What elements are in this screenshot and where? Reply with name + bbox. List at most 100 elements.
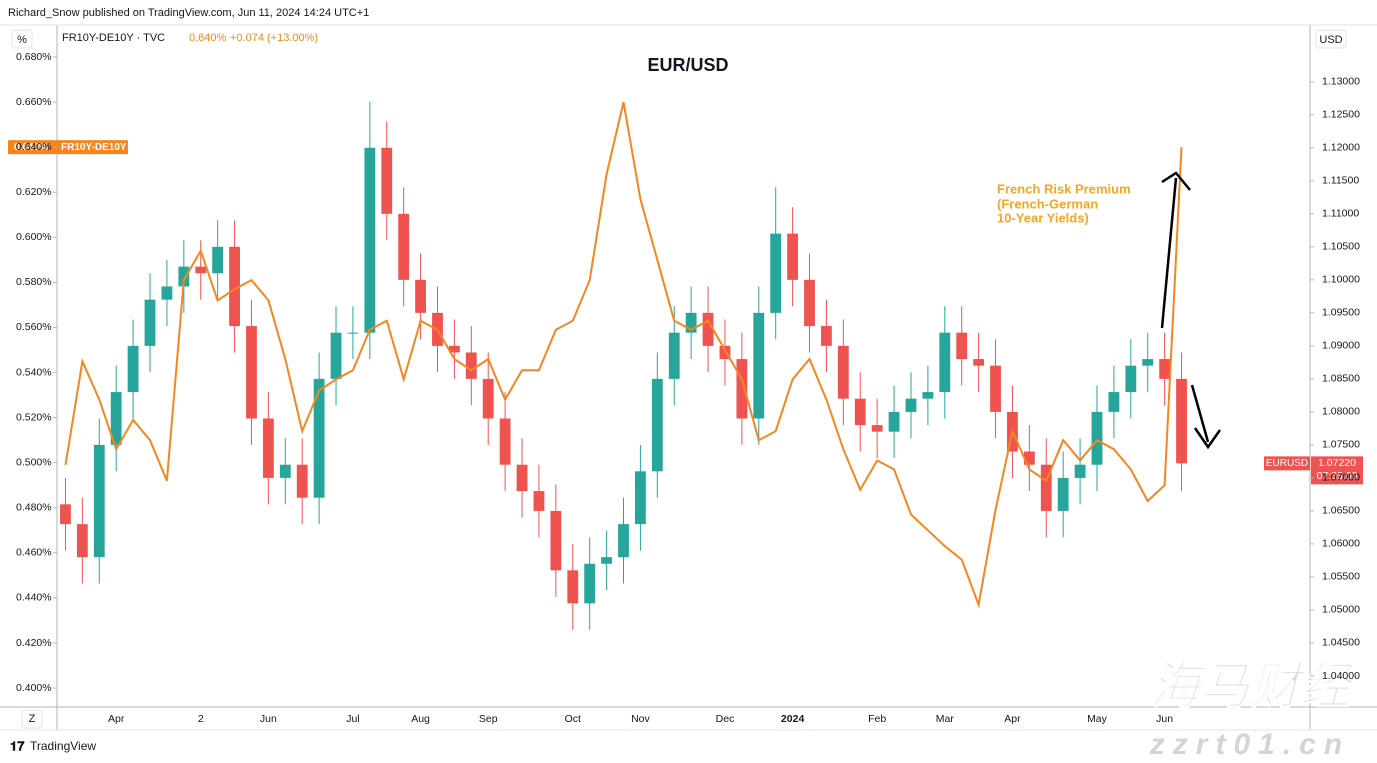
candle-body [533, 491, 545, 511]
candle-body [465, 352, 477, 379]
x-tick-label: 2024 [781, 713, 805, 725]
y-tick-label: 0.620% [16, 186, 52, 198]
candle-body [330, 332, 342, 379]
candle-body [804, 279, 815, 327]
watermark: 海马财经 [1150, 658, 1356, 714]
brand-logo: 𝟏𝟕 [10, 738, 25, 753]
candle-body [837, 345, 849, 399]
y2-tick-label: 1.06500 [1322, 505, 1360, 517]
y2-tick-label: 1.07500 [1322, 439, 1360, 451]
candle-body [279, 464, 291, 478]
candle-body [516, 464, 528, 492]
candle-body [60, 504, 71, 525]
chart-title: EUR/USD [647, 55, 728, 75]
y2-tick-label: 1.09500 [1322, 307, 1360, 319]
candle-body [550, 510, 562, 571]
y2-tick-label: 1.12500 [1322, 109, 1360, 121]
x-tick-label: Jun [260, 713, 277, 725]
candle-body [651, 378, 663, 472]
candle-body [1057, 477, 1069, 511]
x-tick-label: Feb [868, 713, 886, 725]
candle-body [1108, 392, 1120, 412]
y-tick-label: 0.420% [16, 637, 52, 649]
y2-tick-label: 1.04500 [1322, 637, 1360, 649]
y-tick-label: 0.660% [16, 96, 52, 108]
y2-tick-label: 1.11000 [1322, 208, 1359, 220]
candle-body [93, 444, 105, 558]
candle-body [787, 233, 799, 280]
candle-body [821, 326, 832, 346]
y-tick-label: 0.520% [16, 411, 52, 423]
candle-body [618, 524, 629, 558]
y2-tick-label: 1.09000 [1322, 340, 1360, 352]
candle-body [736, 359, 748, 419]
annotation: French Risk Premium [997, 181, 1131, 196]
price-tag-name: EURUSD [1266, 458, 1308, 469]
candle-body [229, 246, 240, 327]
candle-body [195, 266, 207, 274]
countdown: 07:35:09 [1317, 470, 1358, 482]
arrow-head [1193, 427, 1222, 450]
publisher: Richard_Snow published on TradingView.co… [8, 7, 369, 19]
last-value: 0.640% [14, 142, 48, 153]
candle-body [178, 266, 190, 287]
candle-body [212, 246, 224, 274]
y2-tick-label: 1.08500 [1322, 373, 1360, 385]
candle-body [313, 378, 325, 498]
candle-body [888, 411, 900, 432]
left-unit: % [17, 34, 27, 46]
x-tick-label: Jun [1156, 713, 1173, 725]
zoom: Z [29, 713, 36, 725]
candle-body [668, 332, 680, 379]
y2-tick-label: 1.05500 [1322, 571, 1360, 583]
y2-tick-label: 1.11500 [1322, 175, 1359, 187]
zoom-button[interactable] [21, 709, 43, 729]
x-tick-label: Oct [565, 713, 581, 725]
price-tag [8, 140, 128, 155]
candle-body [956, 332, 968, 360]
y-tick-label: 0.560% [16, 321, 52, 333]
legend-source: FR10Y-DE10Y · TVC [62, 32, 165, 44]
x-tick-label: May [1087, 713, 1108, 725]
candle-body [854, 398, 866, 426]
candle-body [922, 392, 934, 399]
y2-tick-label: 1.10000 [1322, 274, 1360, 286]
arrow-up [1160, 177, 1178, 329]
annotation: 10-Year Yields) [997, 210, 1089, 225]
y2-tick-label: 1.08000 [1322, 406, 1360, 418]
watermark: zzrt01.cn [1149, 728, 1350, 761]
x-tick-label: Aug [411, 713, 430, 725]
right-unit: USD [1319, 34, 1342, 46]
y-tick-label: 0.400% [16, 682, 52, 694]
y2-tick-label: 1.13000 [1322, 76, 1360, 88]
unit-button[interactable] [1315, 29, 1347, 49]
candle-body [499, 418, 511, 465]
y-tick-label: 0.460% [16, 547, 52, 559]
y2-tick-label: 1.04000 [1322, 670, 1360, 682]
legend-value: 0.640% [189, 32, 227, 44]
y-tick-label: 0.500% [16, 456, 52, 468]
x-tick-label: Mar [936, 713, 955, 725]
candle-body [939, 332, 951, 393]
candle-body [482, 378, 494, 419]
x-tick-label: Dec [716, 713, 735, 725]
candle-body [1091, 411, 1103, 465]
price-tag [1311, 456, 1363, 485]
x-tick-label: Sep [479, 713, 498, 725]
spread-line [64, 101, 1183, 609]
candle-body [973, 359, 985, 366]
candle-body [702, 312, 714, 346]
y-tick-label: 0.680% [16, 51, 52, 63]
unit-button[interactable] [11, 29, 33, 49]
candle-body [347, 332, 359, 334]
candle-body [1159, 359, 1171, 379]
price-tag [1264, 456, 1310, 471]
x-tick-label: Jul [346, 713, 359, 725]
candle-body [905, 398, 917, 412]
x-tick-label: Nov [631, 713, 650, 725]
candle-body [1040, 464, 1052, 511]
candle-body [719, 345, 731, 360]
candle-body [634, 471, 646, 525]
y-tick-label: 0.440% [16, 592, 52, 604]
